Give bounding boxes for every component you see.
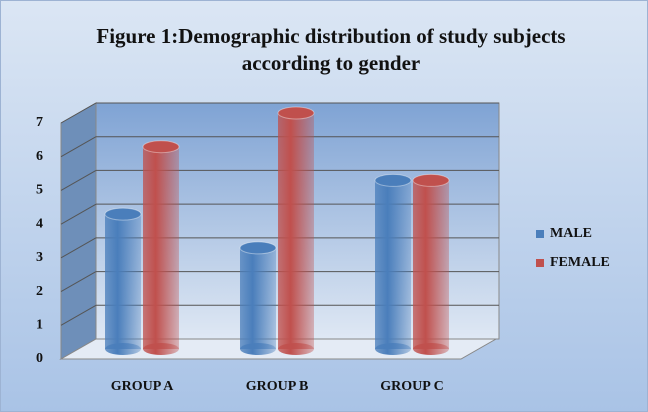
bar-top bbox=[239, 241, 277, 255]
grid-line bbox=[60, 271, 97, 293]
grid-line bbox=[60, 304, 97, 326]
bar-body bbox=[375, 180, 411, 349]
y-tick-label: 5 bbox=[36, 183, 43, 198]
bar-body bbox=[278, 113, 314, 349]
bar-top bbox=[412, 173, 450, 187]
grid-line bbox=[60, 237, 97, 259]
grid-line bbox=[60, 203, 97, 225]
y-tick-label: 6 bbox=[36, 149, 43, 164]
bar-base bbox=[143, 343, 179, 355]
x-tick-label: GROUP C bbox=[380, 379, 443, 394]
bar bbox=[142, 140, 180, 355]
bar bbox=[239, 241, 277, 355]
bar-body bbox=[105, 214, 141, 349]
bar-top bbox=[374, 173, 412, 187]
legend-label: FEMALE bbox=[550, 255, 610, 270]
y-tick-label: 7 bbox=[36, 115, 43, 130]
bar-base bbox=[413, 343, 449, 355]
bar-body bbox=[240, 247, 276, 349]
bar-body bbox=[143, 146, 179, 349]
y-tick-label: 3 bbox=[36, 250, 43, 265]
y-tick-label: 4 bbox=[36, 216, 43, 231]
x-tick-label: GROUP B bbox=[246, 379, 309, 394]
bar-base bbox=[278, 343, 314, 355]
legend-swatch bbox=[536, 259, 544, 267]
bar bbox=[412, 173, 450, 355]
bar-base bbox=[240, 343, 276, 355]
grid-line bbox=[60, 102, 97, 124]
chart-title: Figure 1:Demographic distribution of stu… bbox=[96, 24, 566, 75]
y-tick-label: 0 bbox=[36, 351, 43, 366]
bar-top bbox=[277, 106, 315, 120]
grid-line bbox=[60, 169, 97, 191]
bar-base bbox=[375, 343, 411, 355]
bar bbox=[374, 173, 412, 355]
bar-top bbox=[142, 140, 180, 154]
grid-line bbox=[60, 136, 97, 158]
bar-top bbox=[104, 207, 142, 221]
y-tick-label: 1 bbox=[36, 318, 43, 333]
bar bbox=[277, 106, 315, 355]
y-tick-label: 2 bbox=[36, 284, 43, 299]
bar-body bbox=[413, 180, 449, 349]
bar bbox=[104, 207, 142, 355]
x-tick-label: GROUP A bbox=[111, 379, 175, 394]
legend-label: MALE bbox=[550, 226, 592, 241]
side-wall bbox=[60, 102, 97, 360]
legend-swatch bbox=[536, 230, 544, 238]
bar-base bbox=[105, 343, 141, 355]
